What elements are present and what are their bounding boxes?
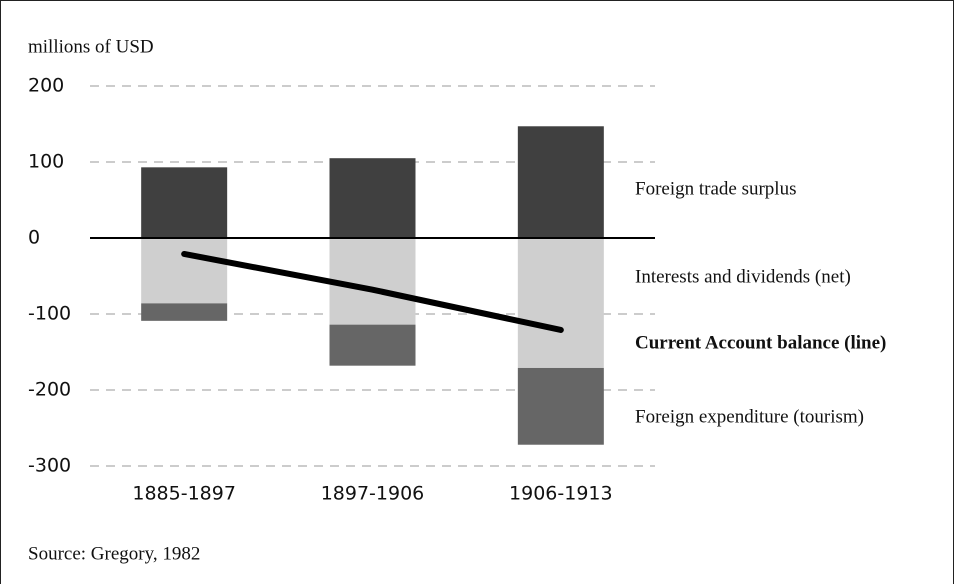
bar bbox=[141, 238, 228, 304]
y-tick-label: 0 bbox=[28, 227, 40, 249]
y-tick-label: -300 bbox=[28, 455, 71, 477]
legend-label: Foreign trade surplus bbox=[635, 178, 796, 199]
y-tick-label: -200 bbox=[28, 379, 71, 401]
bar bbox=[329, 324, 416, 366]
bar bbox=[141, 303, 228, 321]
legend-label: Interests and dividends (net) bbox=[635, 266, 851, 287]
y-tick-label: 100 bbox=[28, 151, 64, 173]
line bbox=[181, 250, 564, 333]
x-tick-label: 1897-1906 bbox=[321, 483, 425, 505]
bar bbox=[517, 238, 604, 368]
legend-label: Current Account balance (line) bbox=[635, 332, 886, 353]
bar bbox=[517, 367, 604, 445]
bar bbox=[329, 158, 416, 238]
y-axis-label: millions of USD bbox=[28, 36, 154, 57]
x-tick-label: 1885-1897 bbox=[132, 483, 236, 505]
bar bbox=[141, 167, 228, 238]
y-tick-label: 200 bbox=[28, 75, 64, 97]
x-tick-label: 1906-1913 bbox=[509, 483, 613, 505]
source: Source: Gregory, 1982 bbox=[28, 543, 200, 564]
bar bbox=[517, 126, 604, 238]
legend-label: Foreign expenditure (tourism) bbox=[635, 406, 864, 427]
y-tick-label: -100 bbox=[28, 303, 71, 325]
